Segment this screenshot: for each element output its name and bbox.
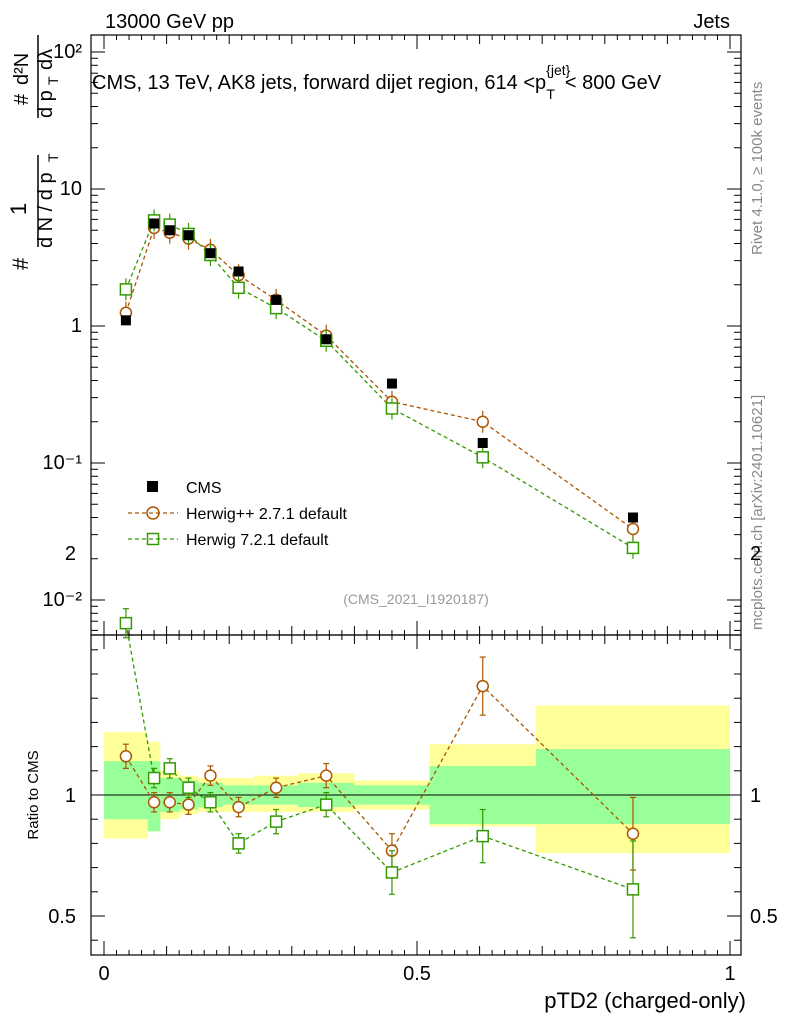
svg-text:#: #	[11, 93, 33, 105]
ratio-point-herwigpp	[269, 781, 283, 794]
data-point-herwig7	[232, 281, 245, 295]
data-point-herwigpp	[476, 415, 489, 429]
data-marks	[119, 209, 640, 939]
y-tick-label-main: 10²	[53, 41, 82, 63]
header-right: Jets	[693, 11, 730, 33]
data-point-herwig7	[476, 451, 489, 464]
rivet-version-label: Rivet 4.1.0, ≥ 100k events	[749, 82, 766, 255]
legend-label-cms: CMS	[186, 480, 222, 497]
x-tick-label: 0.5	[403, 963, 431, 985]
ratio-point-herwig7	[147, 771, 161, 785]
ratio-point-herwig7	[182, 781, 195, 794]
series-line-main	[125, 219, 634, 549]
x-tick-label: 1	[724, 963, 735, 985]
data-point-cms	[477, 437, 488, 448]
legend-marker-herwigpp	[146, 506, 160, 520]
y-tick-label-ratio-right: 1	[750, 785, 761, 807]
ratio-point-herwig7	[232, 837, 245, 850]
ratio-point-herwigpp	[163, 796, 176, 809]
svg-text:d p: d p	[35, 90, 57, 118]
y-tick-label-main: 1	[71, 315, 82, 337]
analysis-id-label: (CMS_2021_I1920187)	[343, 591, 489, 607]
data-point-cms	[321, 334, 332, 345]
y-tick-label-main: 10⁻¹	[43, 452, 83, 474]
data-point-cms	[149, 218, 160, 229]
ratio-point-herwig7	[476, 829, 489, 843]
data-point-herwig7	[119, 283, 133, 296]
legend-marker-herwig7	[146, 532, 160, 546]
ratio-point-herwig7	[204, 796, 217, 809]
ratio-point-herwigpp	[232, 800, 245, 814]
x-axis-label: pTD2 (charged-only)	[544, 988, 746, 1013]
y-tick-label-ratio-right: 0.5	[750, 906, 778, 928]
ratio-point-herwigpp	[182, 798, 195, 811]
ratio-point-herwig7	[319, 798, 333, 811]
legend-label-herwigpp: Herwig++ 2.7.1 default	[186, 506, 348, 523]
y-tick-label-ratio-left: 1	[65, 785, 76, 807]
y-axis-label-main: # 1 d N / d p T # d²N d p T dλ	[6, 35, 61, 270]
svg-text:d²N: d²N	[11, 53, 33, 85]
data-point-cms	[386, 378, 397, 389]
data-point-herwig7	[385, 402, 399, 415]
svg-text:d N / d p: d N / d p	[35, 172, 57, 248]
axis-ticks: 0 0.5 1 10⁻² 10⁻¹ 1 10 10² 0.5 0.5 1 1 2 2	[43, 35, 778, 985]
data-point-cms	[271, 294, 282, 305]
ratio-point-herwigpp	[204, 769, 217, 782]
header-left: 13000 GeV pp	[105, 11, 234, 33]
mcplots-label: mcplots.cern.ch [arXiv:2401.10621]	[749, 395, 766, 630]
data-point-cms	[205, 248, 216, 259]
svg-text:1: 1	[6, 203, 31, 215]
svg-text:dλ: dλ	[35, 49, 57, 70]
legend-marker-cms	[147, 481, 158, 492]
y-tick-label-main: 10⁻²	[43, 589, 83, 611]
y-tick-label-main: 10	[60, 178, 82, 200]
ratio-point-herwigpp	[147, 796, 161, 809]
svg-text:T: T	[45, 153, 61, 162]
ratio-band-inner	[104, 761, 148, 820]
y-tick-label-ratio-left: 0.5	[48, 906, 76, 928]
y-tick-label-ratio-left: 2	[65, 543, 76, 565]
ratio-point-herwig7	[626, 883, 640, 896]
ratio-point-herwigpp	[476, 679, 489, 693]
data-point-cms	[627, 512, 638, 523]
y-axis-label-ratio: Ratio to CMS	[25, 750, 42, 839]
ratio-point-herwig7	[385, 866, 399, 879]
ratio-point-herwig7	[119, 616, 133, 630]
data-point-cms	[183, 230, 194, 241]
x-tick-label: 0	[98, 963, 109, 985]
data-point-cms	[164, 225, 175, 236]
data-point-herwigpp	[626, 522, 640, 536]
chart-title: CMS, 13 TeV, AK8 jets, forward dijet reg…	[92, 62, 662, 102]
ratio-point-herwigpp	[626, 827, 640, 840]
ratio-point-herwigpp	[119, 750, 133, 763]
ratio-point-herwig7	[269, 815, 283, 828]
data-point-cms	[233, 266, 244, 277]
y-tick-label-ratio-right: 2	[750, 543, 761, 565]
ratio-point-herwigpp	[319, 769, 333, 782]
svg-text:#: #	[8, 257, 33, 270]
svg-text:T: T	[45, 76, 61, 85]
data-point-herwig7	[626, 541, 640, 555]
data-point-cms	[120, 315, 131, 326]
legend: CMS Herwig++ 2.7.1 default Herwig 7.2.1 …	[128, 480, 348, 549]
ratio-point-herwig7	[163, 762, 176, 775]
legend-label-herwig7: Herwig 7.2.1 default	[186, 532, 329, 549]
